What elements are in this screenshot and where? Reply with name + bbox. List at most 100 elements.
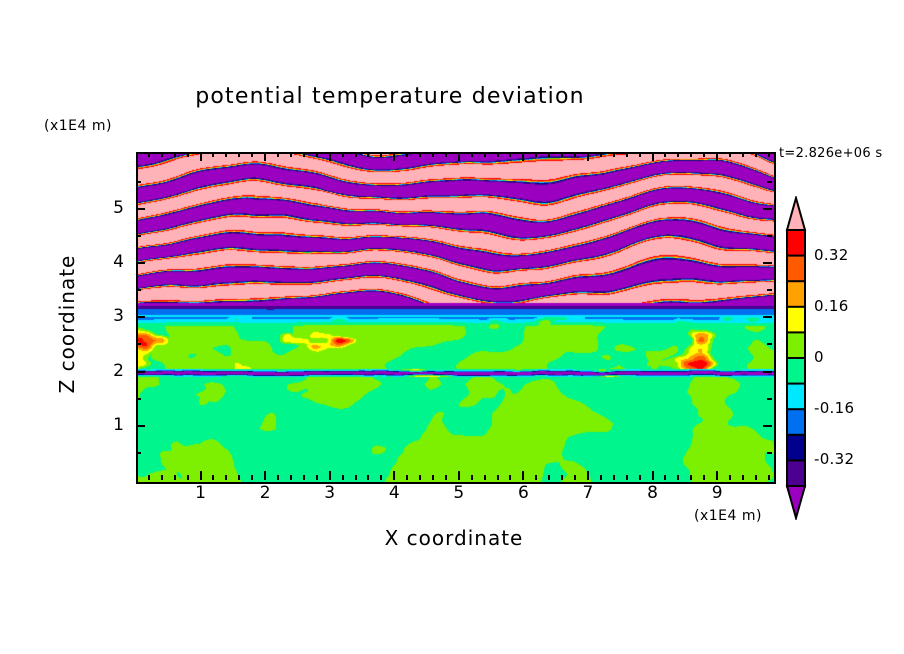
x-axis-minor-tick — [664, 475, 667, 480]
x-axis-minor-tick — [315, 475, 318, 480]
x-axis-minor-tick — [173, 152, 176, 157]
y-axis-minor-tick — [767, 397, 772, 400]
x-axis-minor-tick — [315, 152, 318, 157]
x-axis-minor-tick — [212, 152, 215, 157]
x-axis-minor-tick — [470, 152, 473, 157]
colorbar-segment — [786, 382, 806, 411]
x-axis-minor-tick — [690, 475, 693, 480]
x-axis-minor-tick — [432, 475, 434, 480]
x-axis-minor-tick — [677, 475, 680, 480]
colorbar-segment — [786, 254, 806, 283]
colorbar — [785, 196, 807, 520]
x-axis-tick — [651, 152, 654, 161]
x-axis-tick — [199, 471, 202, 480]
y-axis-tick-label: 4 — [113, 252, 124, 273]
x-axis-minor-tick — [341, 475, 344, 480]
x-axis-tick-label: 2 — [259, 483, 271, 503]
x-axis-minor-tick — [561, 475, 564, 480]
x-axis-minor-tick — [741, 152, 744, 157]
y-axis-minor-tick — [767, 451, 772, 454]
colorbar-under-arrow — [785, 485, 807, 520]
x-axis-tick-label: 6 — [517, 483, 529, 503]
x-axis-minor-tick — [225, 475, 228, 480]
y-axis-tick — [136, 262, 145, 265]
x-axis-minor-tick — [703, 152, 706, 157]
time-annotation: t=2.826e+06 s — [779, 146, 883, 161]
x-axis-tick — [457, 152, 460, 161]
x-axis-title: X coordinate — [384, 526, 524, 550]
y-axis-tick-label: 2 — [113, 360, 124, 381]
y-axis-minor-tick — [136, 289, 141, 292]
colorbar-tick-label: 0.16 — [814, 296, 849, 315]
x-axis-tick-label: 8 — [647, 483, 658, 503]
x-axis-minor-tick — [251, 475, 254, 480]
page-title: potential temperature deviation — [195, 84, 585, 109]
x-axis-minor-tick — [496, 152, 499, 157]
x-axis-tick — [393, 471, 396, 480]
x-axis-minor-tick — [406, 152, 409, 157]
y-axis-minor-tick — [136, 343, 141, 346]
colorbar-tick-label: -0.16 — [814, 399, 855, 418]
x-axis-minor-tick — [444, 475, 447, 480]
y-axis-units-label: (x1E4 m) — [44, 118, 112, 134]
x-axis-minor-tick — [380, 152, 383, 157]
y-axis-minor-tick — [767, 289, 772, 292]
x-axis-minor-tick — [612, 475, 615, 480]
colorbar-segment — [786, 229, 806, 258]
x-axis-minor-tick — [147, 475, 150, 480]
y-axis-tick-label: 5 — [113, 197, 124, 218]
colorbar-segment — [786, 331, 806, 360]
x-axis-minor-tick — [535, 475, 538, 480]
x-axis-minor-tick — [277, 475, 280, 480]
x-axis-minor-tick — [741, 475, 744, 480]
x-axis-minor-tick — [535, 152, 538, 157]
x-axis-minor-tick — [289, 475, 292, 480]
plot-area — [136, 152, 776, 484]
x-axis-minor-tick — [729, 475, 732, 480]
colorbar-segment — [786, 280, 806, 309]
y-axis-tick — [763, 316, 772, 319]
y-axis-minor-tick — [767, 180, 772, 183]
x-axis-tick — [393, 152, 396, 161]
x-axis-minor-tick — [277, 152, 280, 157]
x-axis-minor-tick — [186, 152, 189, 157]
y-axis-minor-tick — [767, 343, 772, 346]
x-axis-tick — [586, 152, 589, 161]
colorbar-segment — [786, 433, 806, 463]
x-axis-tick-label: 5 — [453, 483, 465, 503]
x-axis-minor-tick — [367, 475, 370, 480]
x-axis-minor-tick — [470, 475, 473, 480]
x-axis-minor-tick — [496, 475, 499, 480]
x-axis-minor-tick — [225, 152, 228, 157]
x-axis-minor-tick — [548, 152, 551, 157]
y-axis-minor-tick — [136, 235, 141, 238]
x-axis-minor-tick — [509, 152, 512, 157]
x-axis-minor-tick — [574, 152, 577, 157]
x-axis-minor-tick — [212, 475, 215, 480]
x-axis-minor-tick — [160, 475, 163, 480]
x-axis-tick — [522, 471, 525, 480]
colorbar-segment — [786, 357, 806, 386]
y-axis-tick — [763, 424, 772, 427]
x-axis-tick — [328, 471, 331, 480]
colorbar-tick-label: 0 — [814, 348, 824, 366]
x-axis-minor-tick — [767, 475, 770, 480]
y-axis-tick — [136, 207, 145, 210]
x-axis-minor-tick — [625, 475, 628, 480]
x-axis-tick-label: 9 — [711, 483, 723, 503]
y-axis-tick — [136, 316, 145, 319]
x-axis-minor-tick — [406, 475, 409, 480]
x-axis-minor-tick — [341, 152, 344, 157]
x-axis-minor-tick — [599, 475, 602, 480]
x-axis-minor-tick — [354, 475, 357, 480]
x-axis-minor-tick — [703, 475, 706, 480]
y-axis-tick — [136, 370, 145, 373]
x-axis-tick-label: 3 — [324, 483, 336, 503]
x-axis-minor-tick — [432, 152, 434, 157]
x-axis-minor-tick — [599, 152, 602, 157]
y-axis-tick-label: 1 — [113, 414, 124, 435]
x-axis-minor-tick — [574, 475, 577, 480]
colorbar-tick-label: -0.32 — [814, 450, 855, 469]
x-axis-minor-tick — [419, 152, 422, 157]
x-axis-minor-tick — [238, 475, 241, 480]
